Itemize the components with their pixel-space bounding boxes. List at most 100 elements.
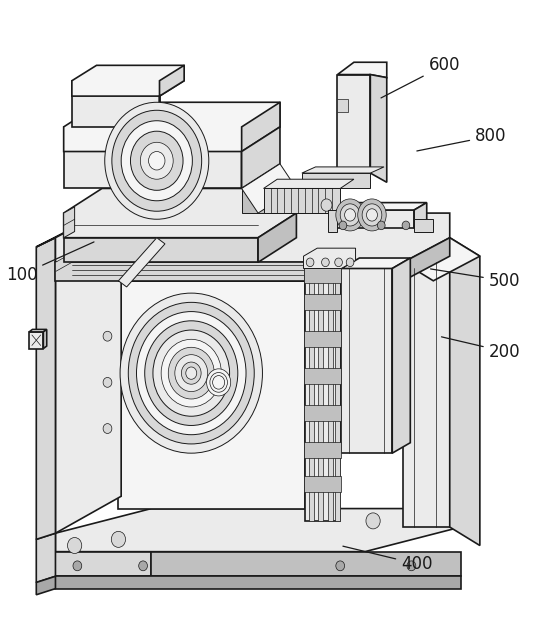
Polygon shape xyxy=(36,533,55,582)
Circle shape xyxy=(321,199,332,211)
Polygon shape xyxy=(304,267,341,283)
Circle shape xyxy=(358,199,386,231)
Circle shape xyxy=(112,110,201,211)
Circle shape xyxy=(339,221,347,230)
Circle shape xyxy=(141,143,173,179)
Polygon shape xyxy=(304,248,356,268)
Polygon shape xyxy=(338,75,371,173)
Polygon shape xyxy=(43,329,47,349)
Polygon shape xyxy=(338,62,386,78)
Polygon shape xyxy=(64,102,280,152)
Circle shape xyxy=(103,378,112,387)
Circle shape xyxy=(362,204,382,226)
Polygon shape xyxy=(242,188,296,213)
Circle shape xyxy=(345,209,356,221)
Polygon shape xyxy=(304,294,341,310)
Circle shape xyxy=(145,321,238,426)
Polygon shape xyxy=(335,267,340,521)
Circle shape xyxy=(153,330,229,416)
Text: 200: 200 xyxy=(441,337,520,360)
Polygon shape xyxy=(29,329,47,332)
Circle shape xyxy=(340,204,360,226)
Circle shape xyxy=(415,510,429,526)
Polygon shape xyxy=(119,281,305,508)
Polygon shape xyxy=(55,225,121,271)
Polygon shape xyxy=(392,258,410,453)
Polygon shape xyxy=(29,332,43,349)
Polygon shape xyxy=(341,258,410,268)
Polygon shape xyxy=(338,99,349,112)
Circle shape xyxy=(128,302,254,444)
Polygon shape xyxy=(305,262,340,521)
Polygon shape xyxy=(450,238,480,545)
Circle shape xyxy=(336,199,365,231)
Circle shape xyxy=(335,258,343,267)
Polygon shape xyxy=(258,213,296,262)
Circle shape xyxy=(139,561,148,571)
Polygon shape xyxy=(304,331,341,347)
Circle shape xyxy=(378,221,385,230)
Polygon shape xyxy=(55,508,461,552)
Polygon shape xyxy=(64,238,258,262)
Polygon shape xyxy=(264,188,340,213)
Polygon shape xyxy=(55,204,121,533)
Polygon shape xyxy=(309,267,315,521)
Circle shape xyxy=(137,312,246,435)
Circle shape xyxy=(366,513,380,529)
Polygon shape xyxy=(403,238,450,527)
Polygon shape xyxy=(328,210,338,231)
Text: 500: 500 xyxy=(430,269,520,290)
Text: 600: 600 xyxy=(381,56,460,98)
Circle shape xyxy=(105,102,209,219)
Polygon shape xyxy=(36,238,55,539)
Polygon shape xyxy=(119,238,165,287)
Polygon shape xyxy=(36,204,121,247)
Polygon shape xyxy=(72,81,160,127)
Polygon shape xyxy=(304,368,341,384)
Circle shape xyxy=(73,561,82,571)
Circle shape xyxy=(168,347,214,399)
Circle shape xyxy=(149,152,165,170)
Polygon shape xyxy=(242,164,296,213)
Circle shape xyxy=(336,561,345,571)
Circle shape xyxy=(103,331,112,341)
Circle shape xyxy=(103,424,112,434)
Polygon shape xyxy=(264,179,354,188)
Circle shape xyxy=(121,121,192,201)
Circle shape xyxy=(402,221,410,230)
Circle shape xyxy=(68,537,82,553)
Polygon shape xyxy=(64,207,75,238)
Polygon shape xyxy=(91,231,121,256)
Circle shape xyxy=(206,369,231,396)
Circle shape xyxy=(306,258,314,267)
Polygon shape xyxy=(242,127,280,188)
Polygon shape xyxy=(119,262,305,281)
Polygon shape xyxy=(414,202,427,228)
Circle shape xyxy=(210,373,227,392)
Text: 100: 100 xyxy=(5,242,94,284)
Circle shape xyxy=(322,258,329,267)
Polygon shape xyxy=(36,576,55,595)
Polygon shape xyxy=(304,405,341,421)
Circle shape xyxy=(346,258,354,267)
Circle shape xyxy=(181,362,201,384)
Polygon shape xyxy=(64,127,242,188)
Circle shape xyxy=(212,376,225,389)
Polygon shape xyxy=(341,268,392,453)
Polygon shape xyxy=(304,476,341,492)
Circle shape xyxy=(120,293,262,453)
Circle shape xyxy=(367,209,378,221)
Circle shape xyxy=(131,131,183,190)
Polygon shape xyxy=(64,188,296,238)
Polygon shape xyxy=(302,173,371,188)
Polygon shape xyxy=(152,552,461,576)
Polygon shape xyxy=(302,167,384,173)
Polygon shape xyxy=(242,102,280,188)
Text: 400: 400 xyxy=(343,546,433,573)
Polygon shape xyxy=(338,202,427,210)
Polygon shape xyxy=(160,65,184,127)
Circle shape xyxy=(175,355,208,392)
Polygon shape xyxy=(403,238,450,281)
Polygon shape xyxy=(72,65,184,96)
Polygon shape xyxy=(328,267,333,521)
